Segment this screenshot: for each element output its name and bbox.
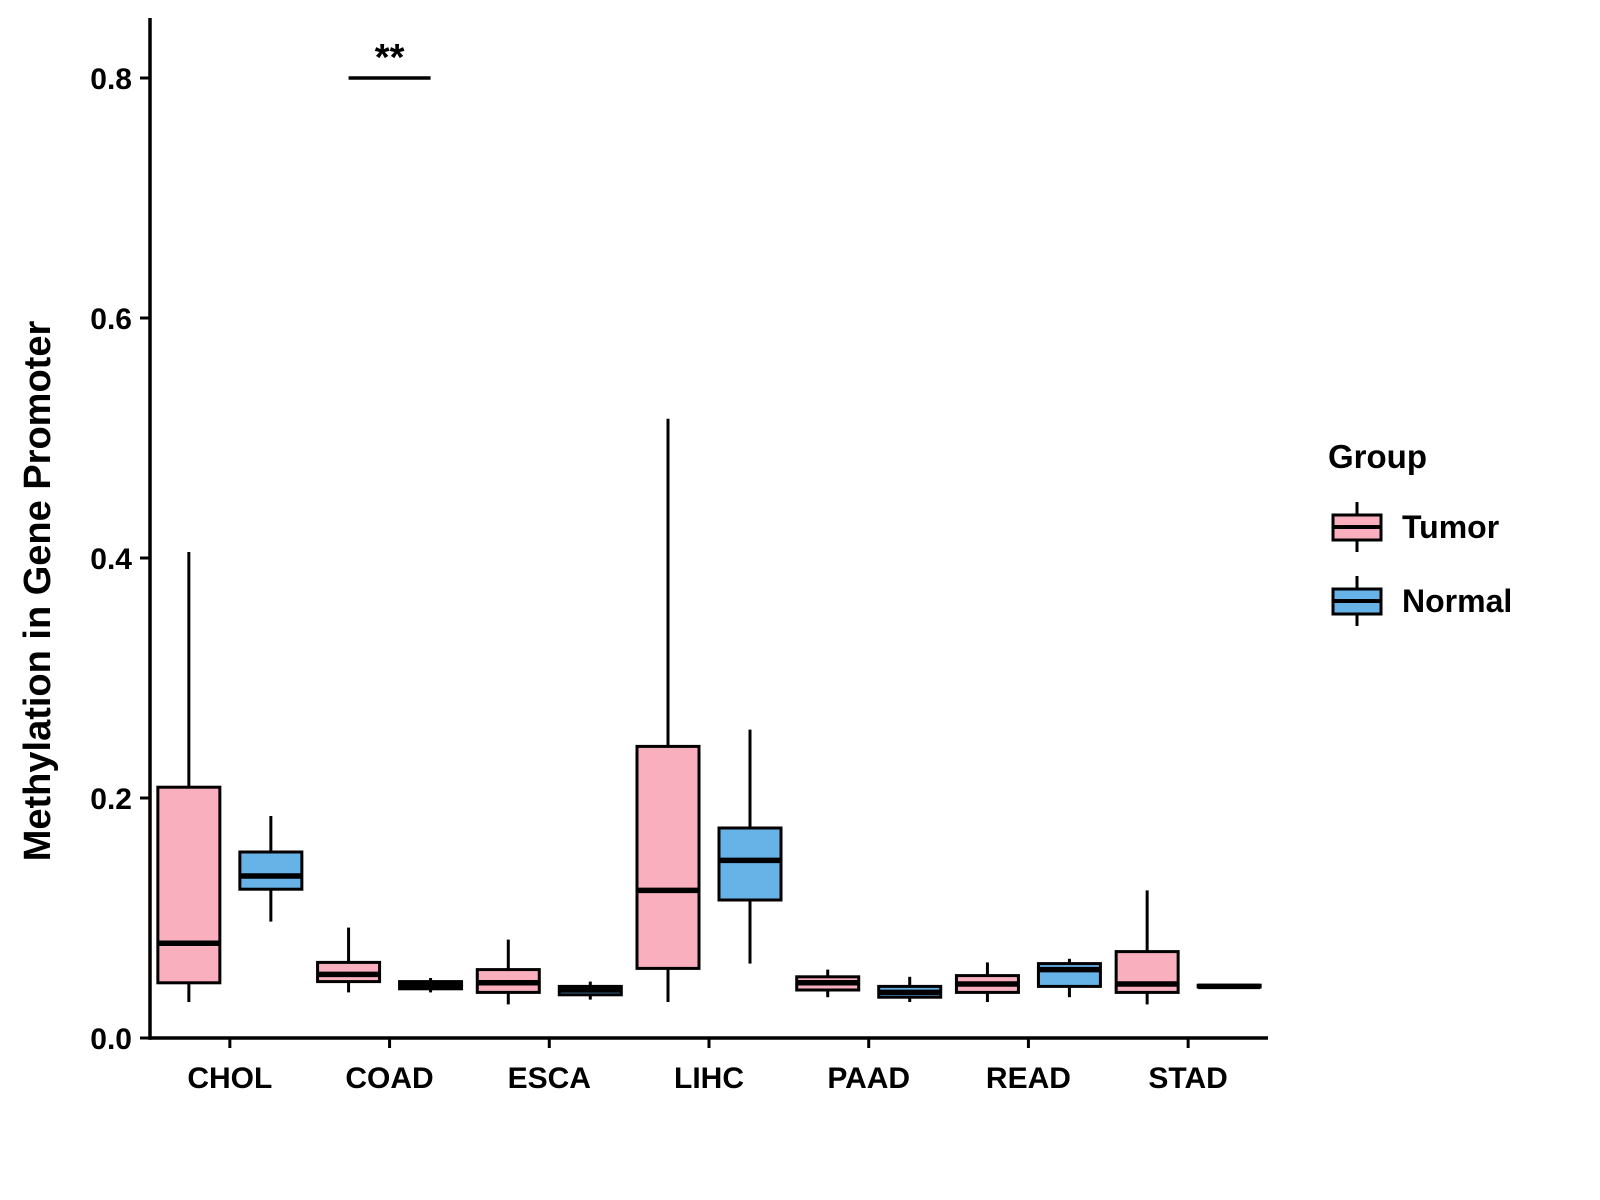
boxplot-key-icon: [1331, 502, 1383, 552]
box-normal-lihc: [717, 826, 783, 902]
legend-entry-normal: Normal: [1328, 572, 1512, 630]
y-tick-label: 0.4: [90, 543, 132, 576]
x-tick-label: READ: [986, 1062, 1071, 1095]
y-tick-label: 0.8: [90, 63, 132, 96]
legend-entry-tumor: Tumor: [1328, 498, 1512, 556]
box-tumor-lihc: [635, 744, 701, 970]
legend: Group Tumor Normal: [1328, 438, 1512, 630]
y-tick-label: 0.0: [90, 1023, 132, 1056]
x-tick-label: PAAD: [827, 1062, 910, 1095]
legend-title: Group: [1328, 438, 1427, 475]
box-tumor-chol: [156, 785, 222, 985]
boxplot-key-icon: [1331, 576, 1383, 626]
x-tick-label: CHOL: [187, 1062, 272, 1095]
y-tick-label: 0.6: [90, 303, 132, 336]
x-tick-label: STAD: [1148, 1062, 1227, 1095]
y-axis-title: Methylation in Gene Promoter: [17, 320, 59, 862]
x-tick-label: LIHC: [674, 1062, 744, 1095]
box-normal-chol: [238, 850, 304, 891]
legend-label-tumor: Tumor: [1402, 508, 1500, 545]
x-tick-label: ESCA: [508, 1062, 591, 1095]
y-tick-label: 0.2: [90, 783, 132, 816]
x-tick-label: COAD: [345, 1062, 433, 1095]
legend-label-normal: Normal: [1402, 582, 1513, 619]
significance-stars-coad: **: [375, 37, 405, 79]
